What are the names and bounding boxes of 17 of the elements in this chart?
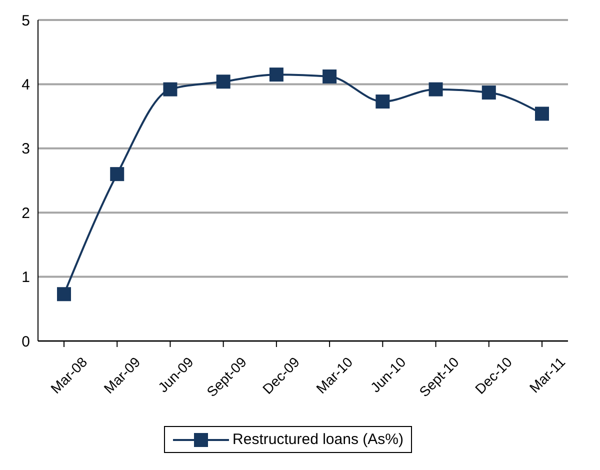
point [482,86,496,100]
y-tick-label: 3 [22,140,30,158]
y-tick-label: 0 [22,333,30,350]
point [376,94,390,109]
legend-label: Restructured loans (As%) [232,431,404,448]
point [269,68,284,82]
point [428,82,443,96]
y-tick-label: 1 [22,269,30,286]
point [535,106,549,121]
y-tick-label: 4 [22,76,30,94]
point [110,167,124,182]
point [163,82,178,96]
y-tick-label: 2 [22,204,30,222]
point [216,74,230,89]
point [322,69,337,84]
point [57,287,71,302]
y-tick-label: 5 [22,12,30,30]
